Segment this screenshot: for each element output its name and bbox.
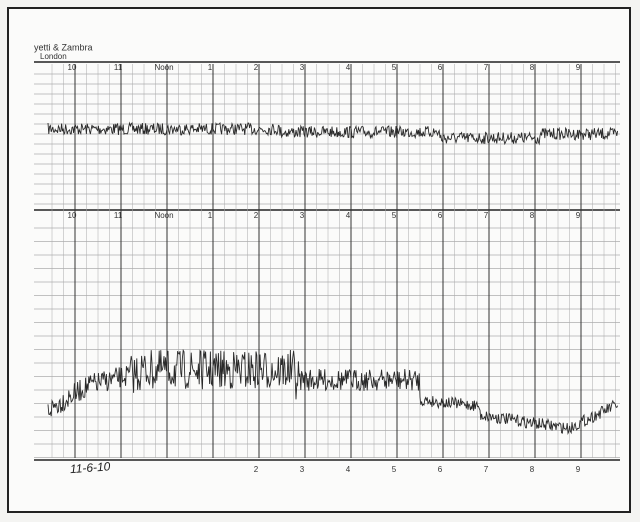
hour-label: 10	[68, 63, 77, 72]
maker: yetti & Zambra	[34, 42, 93, 52]
hour-label: 6	[438, 63, 443, 72]
traces	[47, 121, 619, 436]
hour-label: 3	[300, 211, 305, 220]
labels: 10 11 Noon 1 2 3 4 5 6 7 8 9 10 11 Noon 1 2 3 4 5 6 7 8 9 2 3 4 5 6 7…	[68, 63, 581, 474]
hour-label: 6	[438, 211, 443, 220]
hour-label: 7	[484, 465, 489, 474]
hour-label: 3	[300, 465, 305, 474]
hour-label: 8	[530, 63, 535, 72]
hour-label: 8	[530, 211, 535, 220]
hour-label: Noon	[154, 211, 173, 220]
hour-label: 7	[484, 211, 489, 220]
hour-label: 6	[438, 465, 443, 474]
place: London	[40, 52, 67, 61]
hour-label: 4	[346, 465, 351, 474]
hour-label: Noon	[154, 63, 173, 72]
hour-label: 5	[392, 211, 397, 220]
hour-label: 7	[484, 63, 489, 72]
hour-label: 2	[254, 465, 259, 474]
hour-label: 9	[576, 211, 581, 220]
hour-label: 5	[392, 63, 397, 72]
hour-label: 2	[254, 211, 259, 220]
hour-label: 8	[530, 465, 535, 474]
hour-label: 11	[114, 63, 123, 72]
hour-label: 4	[346, 211, 351, 220]
lower-trace	[47, 348, 619, 436]
frame	[7, 7, 631, 513]
hour-label: 2	[254, 63, 259, 72]
hour-label: 11	[114, 211, 123, 220]
hour-label: 1	[208, 211, 213, 220]
hour-label: 4	[346, 63, 351, 72]
hour-label: 9	[576, 465, 581, 474]
hour-label: 3	[300, 63, 305, 72]
hour-label: 1	[208, 63, 213, 72]
hour-label: 9	[576, 63, 581, 72]
hour-label: 10	[68, 211, 77, 220]
hour-label: 5	[392, 465, 397, 474]
upper-trace	[47, 121, 619, 146]
handwriting: 11-6-10	[69, 459, 111, 476]
